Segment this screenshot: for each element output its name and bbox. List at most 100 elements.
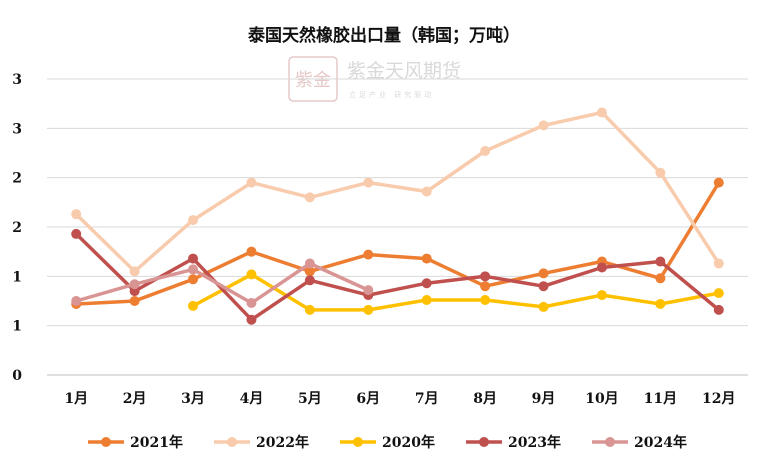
data-point — [421, 295, 432, 306]
legend-swatch-marker — [479, 437, 489, 447]
y-tick-label: 2 — [12, 220, 22, 236]
data-point — [421, 186, 432, 197]
legend-swatch-marker — [353, 437, 363, 447]
x-tick-label: 9月 — [532, 391, 556, 407]
data-point — [363, 177, 374, 188]
legend-item: 2024年 — [592, 434, 687, 451]
x-tick-label: 7月 — [415, 391, 439, 407]
legend-label: 2024年 — [634, 434, 687, 451]
y-tick-label: 3 — [12, 72, 22, 88]
legend-swatch-marker — [227, 437, 237, 447]
data-point — [246, 297, 257, 308]
data-point — [304, 192, 315, 203]
y-tick-label: 1 — [12, 319, 22, 335]
data-point — [246, 177, 257, 188]
data-point — [71, 296, 82, 306]
data-point — [655, 256, 666, 267]
y-tick-label: 0 — [12, 368, 22, 384]
series-line — [74, 261, 371, 305]
legend-item: 2023年 — [466, 434, 561, 451]
chart-title: 泰国天然橡胶出口量（韩国；万吨） — [248, 25, 520, 46]
data-point — [655, 167, 666, 178]
y-tick-label: 1 — [12, 269, 22, 285]
data-point — [655, 298, 666, 309]
data-point — [304, 258, 315, 269]
data-point — [538, 281, 549, 292]
series-lines — [71, 107, 724, 325]
data-point — [713, 288, 724, 299]
data-point — [188, 253, 199, 264]
legend-item: 2020年 — [340, 434, 435, 451]
legend-label: 2021年 — [130, 434, 183, 451]
x-tick-label: 10月 — [585, 391, 618, 407]
series-2020年 — [188, 269, 724, 315]
data-point — [304, 304, 315, 315]
data-point — [713, 177, 724, 188]
legend-label: 2023年 — [508, 434, 561, 451]
data-point — [480, 295, 491, 306]
series-line — [191, 272, 721, 312]
data-point — [363, 285, 374, 296]
data-point — [480, 146, 491, 157]
legend-label: 2022年 — [256, 434, 309, 451]
data-point — [363, 249, 374, 260]
logo-watermark: 紫金 紫金天风期货 立足产业 研究驱动 — [288, 56, 461, 102]
data-point — [246, 314, 257, 325]
data-point — [538, 120, 549, 131]
data-point — [129, 266, 140, 277]
series-2022年 — [71, 107, 724, 277]
data-point — [246, 246, 257, 257]
data-point — [129, 279, 140, 290]
series-line — [74, 232, 721, 322]
series-line — [74, 180, 721, 306]
data-point — [188, 264, 199, 275]
x-tick-label: 3月 — [181, 391, 205, 407]
legend-swatch-marker — [605, 437, 615, 447]
x-axis-ticks: 1月 2月 3月 4月 5月 6月 7月 8月 9月 10月 11月 12月 — [64, 391, 735, 407]
data-point — [655, 273, 666, 284]
x-tick-label: 5月 — [298, 391, 322, 407]
data-point — [596, 107, 607, 118]
data-point — [713, 258, 724, 269]
data-point — [304, 275, 315, 286]
x-tick-label: 11月 — [644, 391, 677, 407]
watermark-name: 紫金天风期货 — [347, 60, 461, 82]
data-point — [304, 266, 315, 277]
legend: 2021年 2022年 2020年 2023年 2024年 — [88, 434, 687, 451]
watermark-tagline: 立足产业 研究驱动 — [349, 90, 434, 99]
series-2024年 — [71, 258, 374, 308]
x-tick-label: 8月 — [473, 391, 497, 407]
data-point — [363, 304, 374, 315]
x-tick-label: 4月 — [240, 391, 264, 407]
data-point — [538, 301, 549, 312]
y-tick-label: 3 — [12, 121, 22, 137]
data-point — [129, 286, 140, 297]
data-point — [188, 274, 199, 285]
gridlines — [47, 78, 748, 376]
data-point — [538, 268, 549, 279]
y-tick-label: 2 — [12, 171, 22, 187]
data-point — [129, 296, 140, 306]
data-point — [71, 209, 82, 220]
data-point — [713, 304, 724, 315]
data-point — [596, 262, 607, 273]
logo-seal-glyph: 紫金 — [295, 70, 331, 91]
data-point — [480, 271, 491, 282]
data-point — [480, 281, 491, 292]
data-point — [421, 253, 432, 264]
data-point — [71, 228, 82, 239]
data-point — [596, 290, 607, 301]
y-axis-ticks: 0 1 1 2 2 3 3 — [12, 72, 22, 384]
data-point — [188, 215, 199, 226]
x-tick-label: 1月 — [64, 391, 88, 407]
legend-item: 2021年 — [88, 434, 183, 451]
data-point — [246, 269, 257, 280]
legend-swatch-marker — [101, 437, 111, 447]
data-point — [421, 278, 432, 289]
x-tick-label: 2月 — [123, 391, 147, 407]
x-tick-label: 6月 — [356, 391, 380, 407]
legend-item: 2022年 — [214, 434, 309, 451]
series-line — [74, 110, 721, 274]
data-point — [188, 300, 199, 311]
